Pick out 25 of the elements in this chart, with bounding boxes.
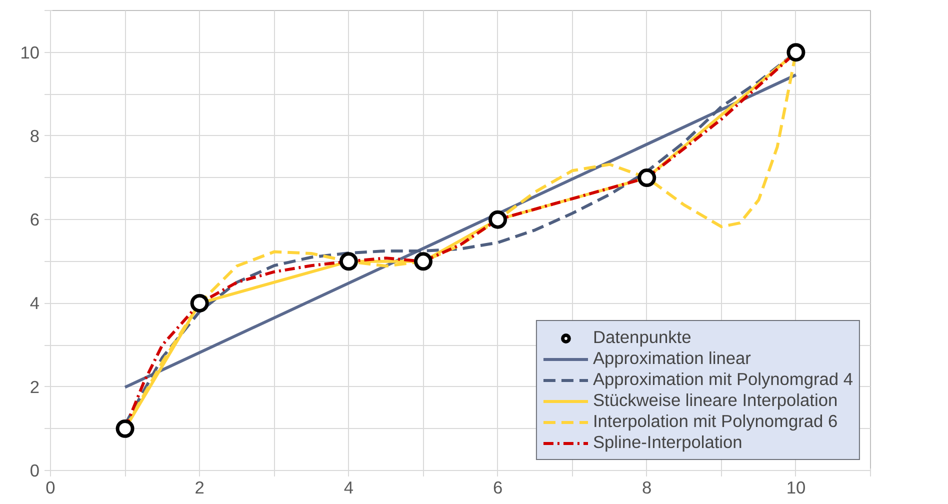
legend-label: Approximation mit Polynomgrad 4 <box>592 369 853 390</box>
legend-label: Datenpunkte <box>592 327 692 348</box>
x-tick-label: 10 <box>786 478 806 498</box>
y-tick-label: 8 <box>30 126 40 146</box>
x-tick-label: 8 <box>642 478 652 498</box>
x-tick-label: 6 <box>492 478 503 498</box>
point <box>339 252 358 271</box>
legend-label: Interpolation mit Polynomgrad 6 <box>592 411 838 432</box>
legend-label: Spline-Interpolation <box>592 432 742 453</box>
y-tick-label: 6 <box>30 210 40 230</box>
x-tick-label: 2 <box>194 478 204 498</box>
point <box>190 294 209 312</box>
y-tick-label: 0 <box>30 460 40 480</box>
legend-label: Stückweise lineare Interpolation <box>592 390 838 411</box>
point <box>638 168 656 188</box>
y-tick-label: 2 <box>30 376 40 397</box>
point <box>488 210 508 229</box>
x-tick-label: 0 <box>46 478 56 498</box>
point <box>116 419 134 438</box>
y-tick-label: 4 <box>30 293 40 314</box>
legend-label: Approximation linear <box>592 348 751 369</box>
point <box>414 252 432 271</box>
y-tick-label: 10 <box>20 42 40 62</box>
point <box>786 43 806 62</box>
x-tick-label: 4 <box>344 478 354 498</box>
